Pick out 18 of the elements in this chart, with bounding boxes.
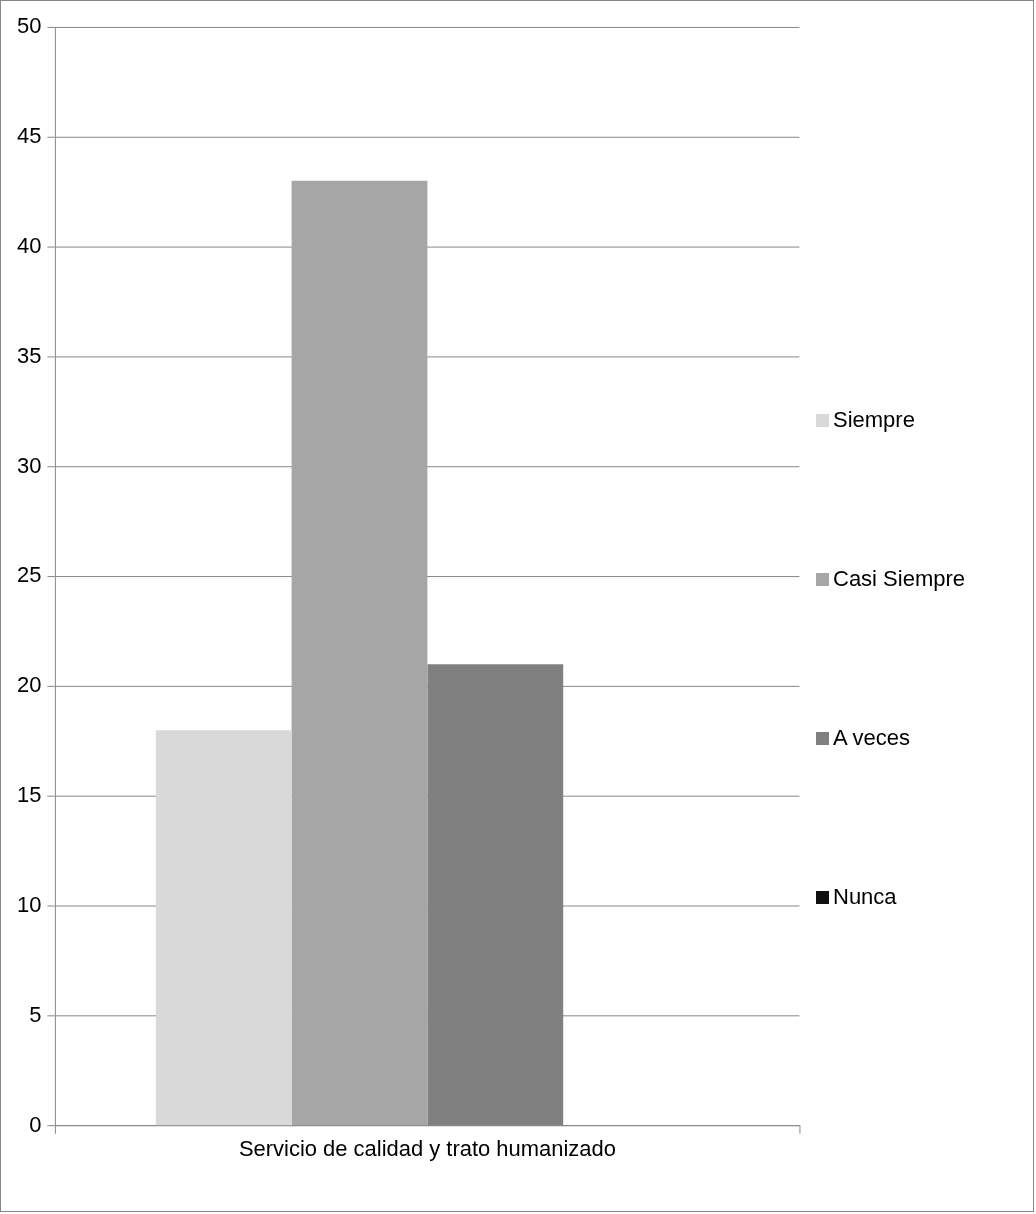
y-tick-label: 40 (16, 232, 42, 258)
bar (155, 730, 292, 1126)
y-tick-label: 25 (16, 562, 42, 588)
y-tick-label: 35 (16, 342, 42, 368)
x-tick-label: Servicio de calidad y trato humanizado (238, 1135, 616, 1161)
legend-label: Nunca (833, 884, 897, 910)
y-tick-label: 15 (16, 782, 42, 808)
y-tick-label: 0 (29, 1111, 42, 1137)
y-tick-label: 20 (16, 672, 42, 698)
y-tick-label: 45 (16, 122, 42, 148)
legend-label: A veces (833, 725, 911, 751)
legend-label: Siempre (833, 407, 915, 433)
y-tick-label: 5 (29, 1001, 42, 1027)
y-tick-label: 50 (16, 13, 42, 39)
legend-label: Casi Siempre (833, 566, 966, 592)
bar (291, 180, 428, 1126)
y-tick-label: 10 (16, 892, 42, 918)
y-tick-label: 30 (16, 452, 42, 478)
